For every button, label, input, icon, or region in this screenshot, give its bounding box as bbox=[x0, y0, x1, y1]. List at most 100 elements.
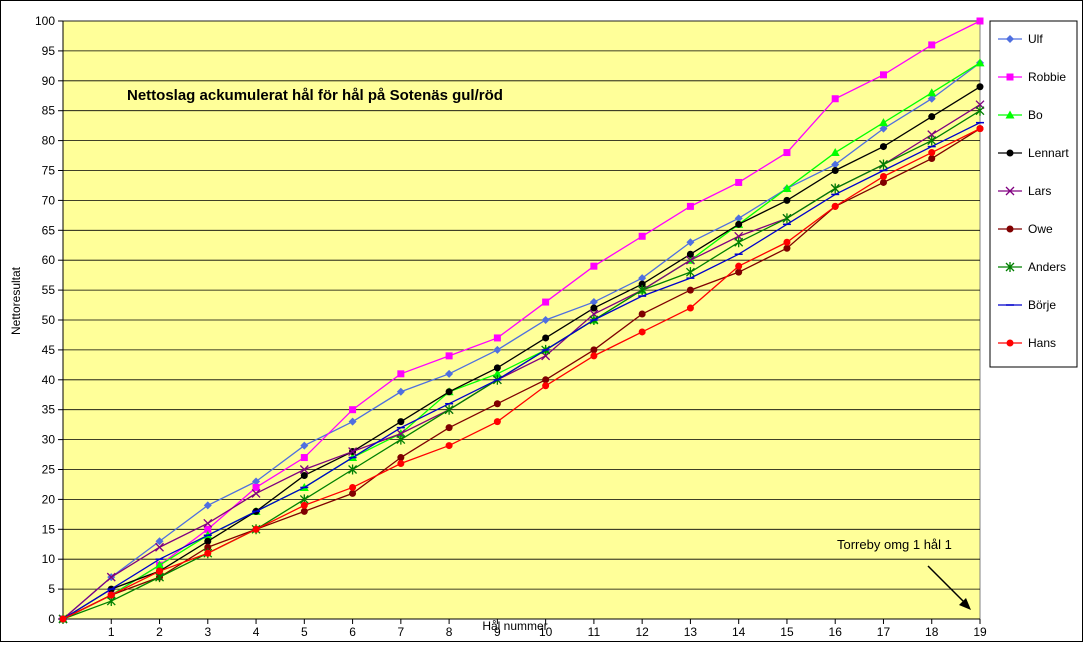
x-tick-label: 19 bbox=[973, 625, 987, 639]
data-point bbox=[1006, 149, 1014, 157]
data-point bbox=[397, 418, 405, 426]
data-point bbox=[1006, 225, 1014, 233]
x-tick-label: 12 bbox=[635, 625, 649, 639]
data-point bbox=[348, 417, 357, 426]
y-tick-label: 10 bbox=[42, 552, 56, 566]
data-point bbox=[927, 135, 937, 146]
data-point bbox=[782, 183, 792, 192]
data-point bbox=[783, 196, 791, 204]
data-point bbox=[396, 434, 406, 445]
data-point bbox=[590, 346, 598, 354]
data-point bbox=[493, 400, 501, 408]
legend-label: Börje bbox=[1028, 298, 1056, 312]
x-tick-label: 14 bbox=[732, 625, 746, 639]
y-tick-label: 85 bbox=[42, 104, 56, 118]
y-tick-label: 5 bbox=[48, 582, 55, 596]
data-point bbox=[349, 406, 357, 414]
series-line bbox=[62, 86, 981, 620]
data-point bbox=[976, 125, 984, 133]
legend: Ulf Robbie Bo Lennart Lars Owe Anders Börje Hans bbox=[989, 20, 1078, 368]
data-point bbox=[299, 465, 309, 474]
data-point bbox=[1005, 262, 1015, 272]
data-point bbox=[1006, 35, 1014, 43]
data-point bbox=[638, 232, 646, 240]
data-point bbox=[252, 477, 261, 486]
data-point bbox=[445, 369, 454, 378]
y-tick-label: 45 bbox=[42, 343, 56, 357]
series-b-rje bbox=[59, 121, 984, 620]
data-point bbox=[59, 615, 67, 623]
x-tick-label: 8 bbox=[446, 625, 453, 639]
legend-label: Lennart bbox=[1028, 146, 1069, 160]
y-tick-label: 20 bbox=[42, 492, 56, 506]
data-point bbox=[396, 387, 405, 396]
x-axis-label: Hål nummer bbox=[482, 619, 547, 633]
legend-label: Anders bbox=[1028, 260, 1066, 274]
data-point bbox=[203, 518, 213, 528]
data-point bbox=[445, 352, 453, 360]
data-point bbox=[685, 267, 695, 278]
x-tick-label: 9 bbox=[494, 625, 501, 639]
legend-item: Ulf bbox=[998, 32, 1043, 46]
data-point bbox=[783, 244, 791, 252]
data-point bbox=[300, 454, 308, 462]
data-point bbox=[252, 483, 260, 491]
data-point bbox=[349, 483, 357, 491]
data-point bbox=[879, 172, 887, 180]
legend-item: Bo bbox=[998, 108, 1043, 122]
x-tick-label: 1 bbox=[108, 625, 115, 639]
data-point bbox=[590, 262, 598, 270]
data-point bbox=[976, 83, 984, 91]
data-point bbox=[589, 298, 598, 307]
data-point bbox=[542, 382, 550, 390]
data-point bbox=[493, 334, 501, 342]
data-point bbox=[735, 178, 743, 186]
data-point bbox=[492, 369, 502, 378]
chart-title: Nettoslag ackumulerat hål för hål på Sot… bbox=[127, 87, 503, 104]
data-point bbox=[879, 143, 887, 151]
data-point bbox=[204, 543, 212, 551]
data-point bbox=[735, 262, 743, 270]
data-point bbox=[204, 549, 212, 557]
data-point bbox=[879, 178, 887, 186]
data-point bbox=[782, 213, 792, 224]
data-point bbox=[1006, 73, 1014, 81]
data-point bbox=[878, 118, 888, 127]
x-tick-label: 16 bbox=[829, 625, 843, 639]
data-point bbox=[590, 304, 598, 312]
y-tick-label: 30 bbox=[42, 433, 56, 447]
x-tick-label: 11 bbox=[588, 625, 601, 639]
legend-label: Lars bbox=[1028, 184, 1051, 198]
y-tick-label: 65 bbox=[42, 223, 56, 237]
legend-label: Ulf bbox=[1028, 32, 1043, 46]
data-point bbox=[927, 94, 936, 103]
data-point bbox=[203, 501, 212, 510]
y-tick-label: 50 bbox=[42, 313, 56, 327]
y-tick-label: 70 bbox=[42, 193, 56, 207]
data-point bbox=[445, 388, 453, 396]
legend-label: Hans bbox=[1028, 336, 1056, 350]
x-tick-label: 5 bbox=[301, 625, 308, 639]
data-point bbox=[300, 507, 308, 515]
data-point bbox=[348, 464, 358, 475]
legend-item: Hans bbox=[998, 336, 1056, 350]
legend-item: Owe bbox=[998, 222, 1053, 236]
series-line bbox=[62, 128, 981, 620]
data-point bbox=[204, 525, 212, 533]
data-point bbox=[734, 214, 743, 223]
legend-item: Anders bbox=[998, 260, 1066, 274]
data-point bbox=[397, 370, 405, 378]
y-tick-label: 100 bbox=[35, 14, 55, 28]
y-tick-label: 90 bbox=[42, 74, 56, 88]
series-line bbox=[62, 122, 981, 620]
data-point bbox=[928, 155, 936, 163]
data-point bbox=[638, 310, 646, 318]
series-line bbox=[62, 128, 981, 620]
legend-item: Lars bbox=[998, 184, 1051, 198]
data-point bbox=[204, 537, 212, 545]
data-point bbox=[542, 298, 550, 306]
data-point bbox=[734, 237, 744, 248]
data-point bbox=[107, 591, 115, 599]
